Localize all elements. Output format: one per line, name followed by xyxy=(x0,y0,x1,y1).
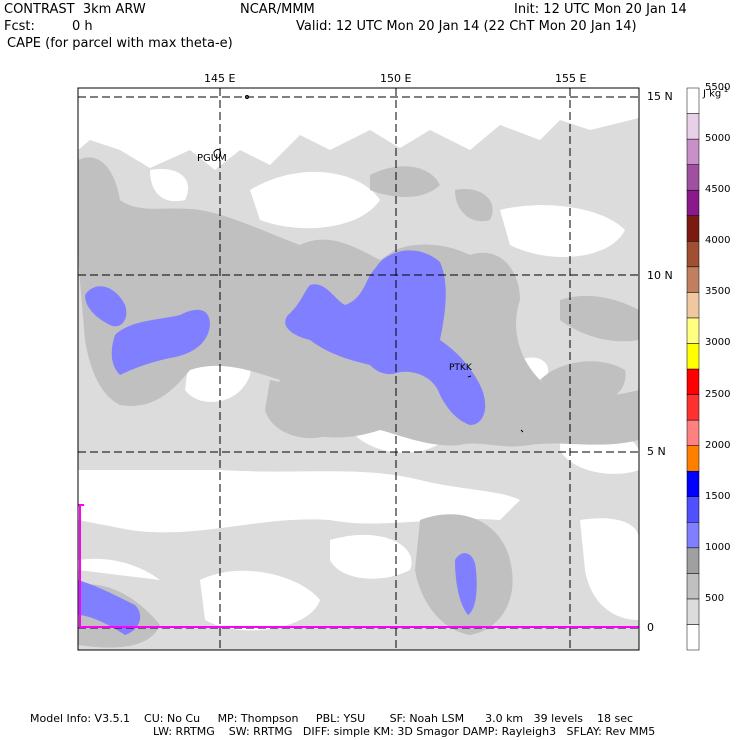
colorbar-tick-label: 500 xyxy=(705,592,725,604)
colorbar-tick-label: 4000 xyxy=(705,235,731,247)
map-frame xyxy=(77,87,640,651)
colorbar-swatch xyxy=(686,87,700,114)
lat-label-5n: 5 N xyxy=(647,445,666,458)
colorbar-swatch xyxy=(686,496,700,523)
colorbar-swatch xyxy=(686,445,700,472)
lon-label-155: 155 E xyxy=(555,72,587,85)
colorbar-swatch xyxy=(686,394,700,421)
colorbar-swatch xyxy=(686,164,700,191)
colorbar-tick-label: 5000 xyxy=(705,133,731,145)
colorbar-swatch xyxy=(686,547,700,574)
colorbar-swatch xyxy=(686,241,700,268)
colorbar-tick-label: 1500 xyxy=(705,490,731,502)
lat-label-15n: 15 N xyxy=(647,90,673,103)
colorbar-tick-label: 2500 xyxy=(705,388,731,400)
colorbar-swatch xyxy=(686,522,700,549)
colorbar-unit: J kg-1 xyxy=(703,86,729,100)
model-info-line2: LW: RRTMG SW: RRTMG DIFF: simple KM: 3D … xyxy=(153,725,656,738)
high-cape-areas xyxy=(78,250,486,635)
colorbar-swatch xyxy=(686,189,700,216)
island-outlines xyxy=(213,95,524,433)
colorbar-swatch xyxy=(686,138,700,165)
colorbar-swatch xyxy=(686,368,700,395)
domain-boundary xyxy=(78,504,639,628)
fcst-value: 0 h xyxy=(72,19,93,34)
valid-time: Valid: 12 UTC Mon 20 Jan 14 (22 ChT Mon … xyxy=(296,19,637,34)
colorbar-swatch xyxy=(686,573,700,600)
colorbar-swatch xyxy=(686,317,700,344)
colorbar-tick-label: 2000 xyxy=(705,439,731,451)
colorbar-tick-label: 3500 xyxy=(705,286,731,298)
colorbar xyxy=(686,87,700,651)
colorbar-swatch xyxy=(686,470,700,497)
colorbar-tick-label: 4500 xyxy=(705,184,731,196)
colorbar-swatch xyxy=(686,419,700,446)
colorbar-swatch xyxy=(686,598,700,625)
fcst-label: Fcst: xyxy=(4,19,35,34)
station-ptkk: PTKK xyxy=(449,363,472,373)
cape-field xyxy=(78,88,639,650)
model-info-line1: Model Info: V3.5.1 CU: No Cu MP: Thompso… xyxy=(30,712,634,725)
colorbar-tick-label: 3000 xyxy=(705,337,731,349)
colorbar-swatch xyxy=(686,215,700,242)
lon-label-150: 150 E xyxy=(380,72,412,85)
colorbar-swatch xyxy=(686,113,700,140)
colorbar-tick-label: 5500 xyxy=(705,82,731,93)
station-pgum: PGUM xyxy=(197,153,227,164)
init-time: Init: 12 UTC Mon 20 Jan 14 xyxy=(514,2,687,17)
colorbar-swatch xyxy=(686,266,700,293)
lat-label-10n: 10 N xyxy=(647,269,673,282)
field-title: CAPE (for parcel with max theta-e) xyxy=(7,36,233,51)
colorbar-swatch xyxy=(686,343,700,370)
colorbar-swatch xyxy=(686,624,700,651)
model-title: CONTRAST 3km ARW xyxy=(4,2,146,17)
lat-label-0: 0 xyxy=(647,621,654,634)
colorbar-swatch xyxy=(686,292,700,319)
org-label: NCAR/MMM xyxy=(240,2,315,17)
lon-label-145: 145 E xyxy=(204,72,236,85)
colorbar-tick-label: 1000 xyxy=(705,541,731,553)
